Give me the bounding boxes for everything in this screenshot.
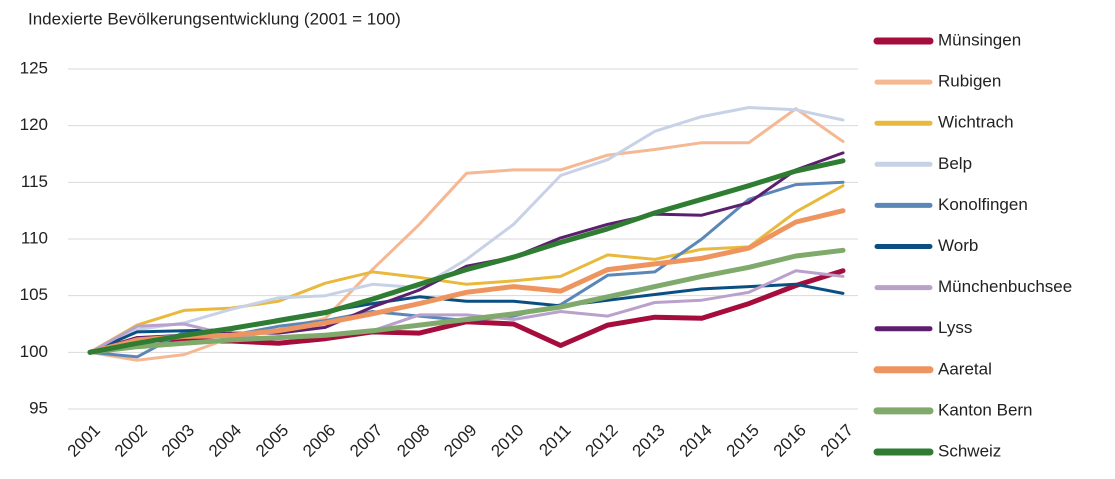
y-tick-label: 105 [20,285,48,304]
y-tick-label: 95 [29,398,48,417]
x-tick-label: 2007 [346,421,386,461]
x-tick-label: 2004 [205,421,245,461]
x-tick-label: 2009 [440,421,480,461]
chart-title: Indexierte Bevölkerungsentwicklung (2001… [28,9,401,28]
x-tick-label: 2016 [770,421,810,461]
y-tick-label: 100 [20,342,48,361]
legend-label: Wichtrach [938,113,1014,132]
x-tick-label: 2006 [299,421,339,461]
series-line [88,184,845,354]
y-tick-label: 115 [21,172,48,191]
x-tick-label: 2014 [676,421,716,461]
legend-label: Münsingen [938,30,1021,49]
x-tick-label: 2011 [535,421,574,460]
x-tick-label: 2008 [393,421,433,461]
series-line [87,158,846,355]
legend-label: Konolfingen [938,195,1028,214]
series-line [87,247,846,355]
x-tick-label: 2012 [582,421,622,461]
x-tick-label: 2015 [723,421,763,461]
legend-label: Münchenbuchsee [938,277,1072,296]
series-line [87,208,846,355]
series-line [88,106,845,354]
legend-label: Aaretal [938,359,992,378]
x-tick-label: 2017 [817,421,857,461]
x-tick-label: 2005 [252,421,292,461]
y-tick-label: 110 [21,228,48,247]
y-tick-label: 120 [20,115,48,134]
x-tick-label: 2002 [111,421,151,461]
legend-label: Schweiz [938,441,1001,460]
legend-label: Belp [938,154,972,173]
x-tick-label: 2003 [158,421,198,461]
x-tick-label: 2010 [487,421,527,461]
x-tick-label: 2013 [629,421,669,461]
legend-label: Lyss [938,318,972,337]
y-tick-label: 125 [20,58,48,77]
x-tick-label: 2001 [64,421,104,461]
legend-label: Rubigen [938,72,1001,91]
legend-label: Kanton Bern [938,400,1033,419]
legend-label: Worb [938,236,978,255]
